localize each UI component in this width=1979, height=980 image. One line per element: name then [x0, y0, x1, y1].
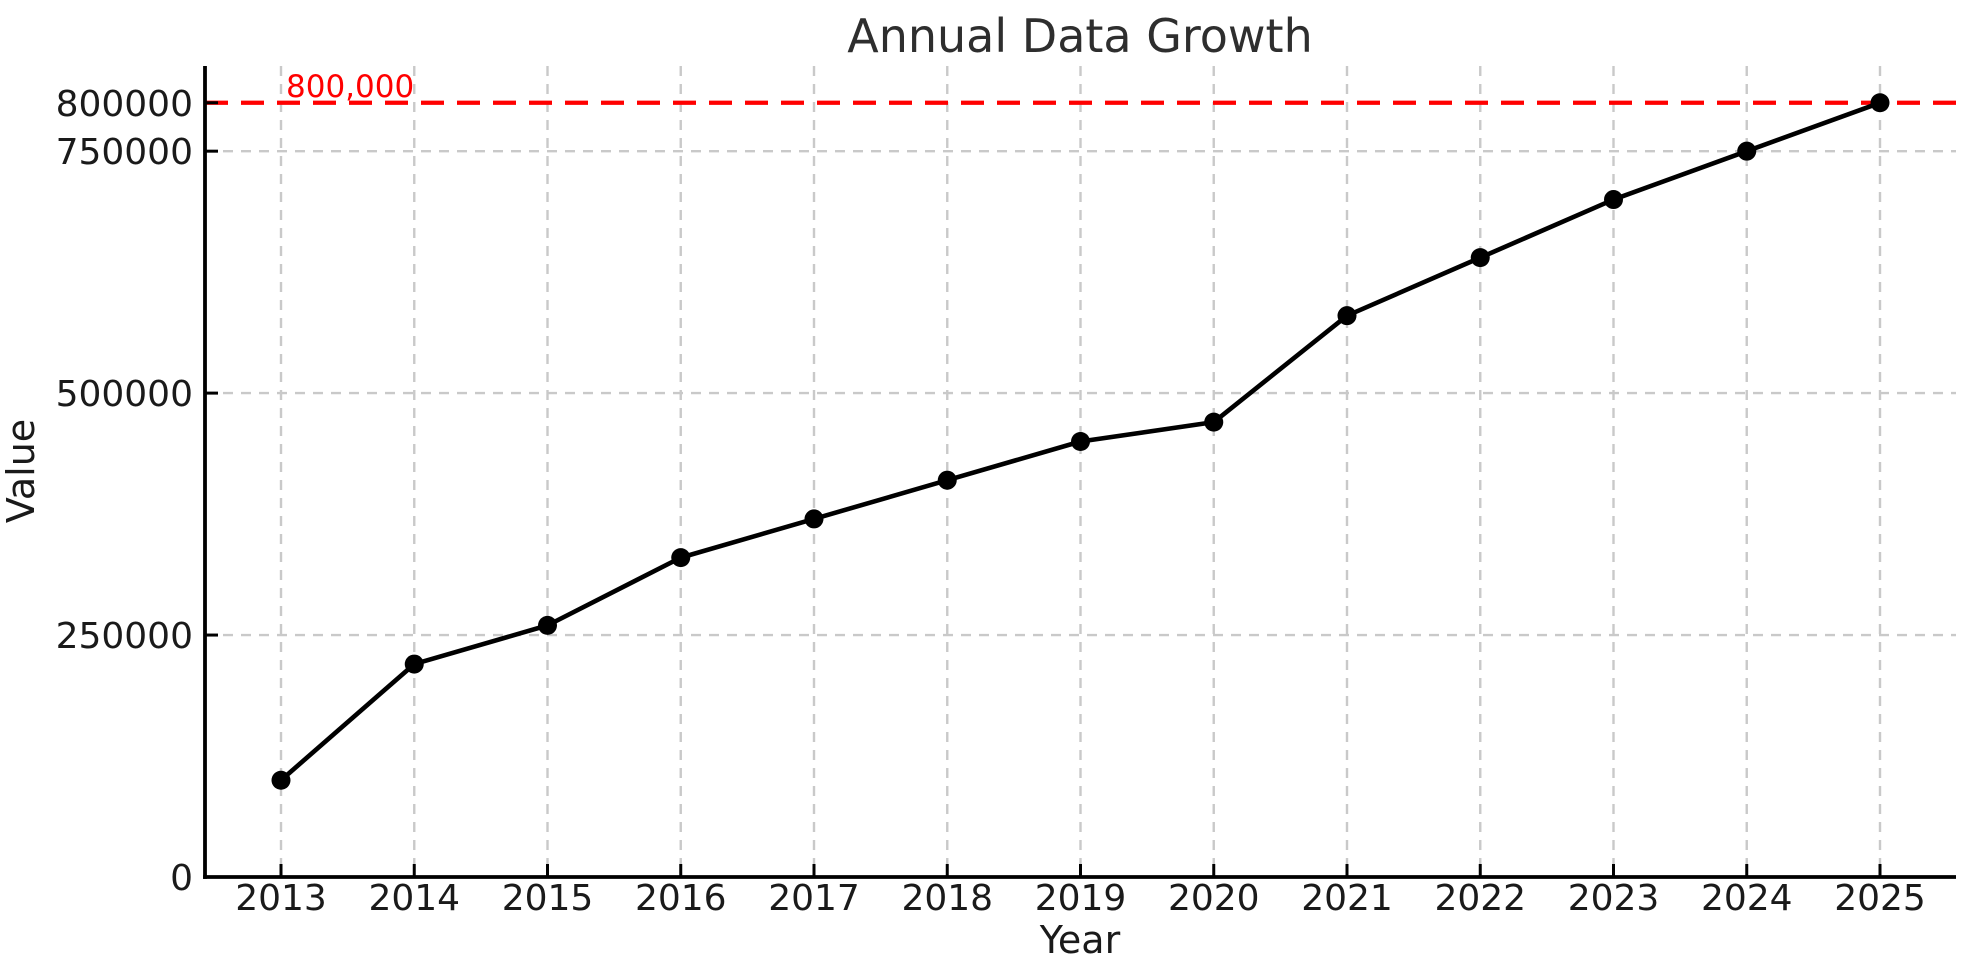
x-tick-label: 2017 [768, 878, 860, 919]
y-tick-label: 0 [170, 858, 193, 899]
x-tick-label: 2025 [1834, 878, 1926, 919]
data-point [804, 509, 824, 529]
x-tick-label: 2014 [368, 878, 460, 919]
data-point [1470, 248, 1490, 268]
data-point [671, 548, 691, 568]
y-tick-label: 250000 [56, 616, 193, 657]
data-point [1737, 141, 1757, 161]
y-tick-label: 800000 [56, 84, 193, 125]
chart-title: Annual Data Growth [847, 9, 1312, 63]
x-tick-label: 2019 [1035, 878, 1127, 919]
x-axis-label: Year [1039, 918, 1121, 962]
data-point [1204, 412, 1224, 432]
x-tick-label: 2015 [502, 878, 594, 919]
x-tick-label: 2021 [1301, 878, 1393, 919]
data-point [1071, 431, 1090, 451]
data-point [538, 615, 557, 635]
x-tick-label: 2016 [635, 878, 727, 919]
x-tick-label: 2023 [1568, 878, 1660, 919]
x-tick-label: 2020 [1168, 878, 1260, 919]
axis-ticks [205, 101, 1882, 879]
data-points [271, 93, 1890, 790]
data-point [1337, 306, 1357, 326]
y-tick-label: 500000 [56, 374, 193, 415]
x-tick-labels: 2013 2014 2015 2016 2017 2018 2019 2020 2021 2022… [235, 878, 1926, 919]
y-tick-labels: 0 250000 500000 750000 800000 [56, 84, 193, 899]
x-tick-label: 2018 [901, 878, 993, 919]
y-tick-label: 750000 [56, 132, 193, 173]
data-point [1870, 93, 1890, 113]
data-point [1604, 190, 1623, 210]
x-tick-label: 2013 [235, 878, 327, 919]
data-point [271, 770, 291, 790]
x-tick-label: 2024 [1701, 878, 1793, 919]
data-point [937, 470, 957, 490]
x-tick-label: 2022 [1434, 878, 1526, 919]
gridlines [205, 66, 1956, 877]
y-axis-label: Value [0, 419, 43, 523]
data-point [404, 654, 424, 674]
threshold-label: 800,000 [286, 69, 414, 105]
